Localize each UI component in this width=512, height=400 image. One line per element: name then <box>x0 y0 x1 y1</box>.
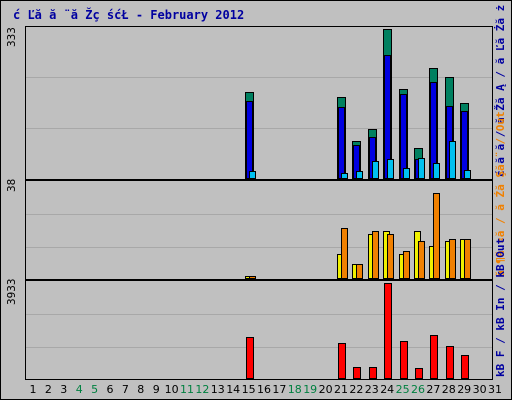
x-tick-label-day-22: 22 <box>349 383 364 396</box>
bottom-ymax-label: 3933 <box>5 279 18 306</box>
kbytes-bar-day-27 <box>430 335 439 379</box>
kbytes-bar-day-21 <box>338 343 346 379</box>
hits-bar-day-25 <box>399 94 407 179</box>
gridline <box>26 77 492 78</box>
x-tick-label-day-26: 26 <box>411 383 425 396</box>
hits-bar-day-15 <box>245 101 253 179</box>
x-tick-label-day-5: 5 <box>91 383 99 396</box>
sites-bar-day-26 <box>418 241 425 279</box>
pages-bar-day-28 <box>448 141 456 179</box>
pages-bar-day-26 <box>418 158 425 179</box>
x-tick-label-day-28: 28 <box>441 383 456 396</box>
x-tick-label-day-10: 10 <box>164 383 179 396</box>
gridline <box>26 314 492 315</box>
bottom-legend-label: kB F / kB In / kB Out <box>494 237 507 377</box>
x-tick-label-day-20: 20 <box>318 383 333 396</box>
x-tick-label-day-31: 31 <box>488 383 502 396</box>
kbytes-bar-day-29 <box>461 355 470 379</box>
sites-bar-day-28 <box>448 239 456 279</box>
kbytes-bar-day-26 <box>415 368 423 379</box>
kbytes-bar-day-15 <box>245 337 254 379</box>
pages-bar-day-22 <box>356 171 364 179</box>
x-tick-label-day-13: 13 <box>210 383 225 396</box>
x-tick-label-day-3: 3 <box>60 383 68 396</box>
x-tick-label-day-30: 30 <box>472 383 487 396</box>
gridline <box>26 128 492 129</box>
x-tick-label-day-8: 8 <box>137 383 145 396</box>
x-tick-label-day-7: 7 <box>121 383 129 396</box>
sites-bar-day-27 <box>433 193 441 279</box>
x-tick-label-day-17: 17 <box>272 383 287 396</box>
x-tick-label-day-9: 9 <box>152 383 160 396</box>
pages-bar-day-15 <box>248 171 256 179</box>
gridline <box>26 247 492 248</box>
kbytes-bar-day-22 <box>353 367 362 379</box>
chart-title: ć Ľă ă ¨ă Žç śćŁ - February 2012 <box>13 8 245 22</box>
pages-bar-day-21 <box>341 173 348 179</box>
x-tick-label-day-4: 4 <box>75 383 83 396</box>
pages-bar-day-27 <box>433 163 441 179</box>
x-tick-label-day-14: 14 <box>226 383 241 396</box>
visits-sites-panel <box>25 180 493 280</box>
sites-bar-day-22 <box>356 264 364 279</box>
kbytes-bar-day-28 <box>445 346 454 379</box>
x-tick-label-day-23: 23 <box>364 383 379 396</box>
gridline <box>26 214 492 215</box>
hits-bar-day-21 <box>338 107 345 179</box>
x-tick-label-day-18: 18 <box>287 383 302 396</box>
kbytes-bar-day-24 <box>384 283 393 379</box>
kbytes-panel <box>25 280 493 380</box>
x-tick-label-day-12: 12 <box>195 383 210 396</box>
x-tick-label-day-16: 16 <box>257 383 271 396</box>
sites-bar-day-25 <box>402 251 410 279</box>
kbytes-bar-day-23 <box>368 367 377 379</box>
pages-bar-day-29 <box>464 170 472 179</box>
sites-bar-day-29 <box>464 239 472 279</box>
x-tick-label-day-21: 21 <box>334 383 348 396</box>
top-ymax-label: 333 <box>5 27 18 47</box>
sites-bar-day-15 <box>248 276 256 279</box>
sites-bar-day-23 <box>371 231 379 279</box>
hits-bar-day-29 <box>461 111 469 179</box>
x-tick-label-day-29: 29 <box>457 383 472 396</box>
pages-bar-day-23 <box>371 161 379 179</box>
pages-bar-day-25 <box>402 168 410 179</box>
x-tick-label-day-27: 27 <box>426 383 441 396</box>
x-tick-label-day-2: 2 <box>44 383 52 396</box>
sites-bar-day-21 <box>341 228 348 279</box>
sites-bar-day-24 <box>387 234 395 279</box>
hits-files-pages-panel <box>25 26 493 180</box>
x-tick-label-day-1: 1 <box>29 383 37 396</box>
gridline <box>26 347 492 348</box>
kbytes-bar-day-25 <box>399 341 408 379</box>
x-tick-label-day-6: 6 <box>106 383 114 396</box>
x-tick-label-day-25: 25 <box>395 383 410 396</box>
x-tick-label-day-15: 15 <box>241 383 256 396</box>
x-tick-label-day-24: 24 <box>380 383 395 396</box>
x-tick-label-day-19: 19 <box>303 383 318 396</box>
pages-bar-day-24 <box>387 159 395 179</box>
middle-ymax-label: 38 <box>5 179 18 193</box>
x-tick-label-day-11: 11 <box>180 383 194 396</box>
